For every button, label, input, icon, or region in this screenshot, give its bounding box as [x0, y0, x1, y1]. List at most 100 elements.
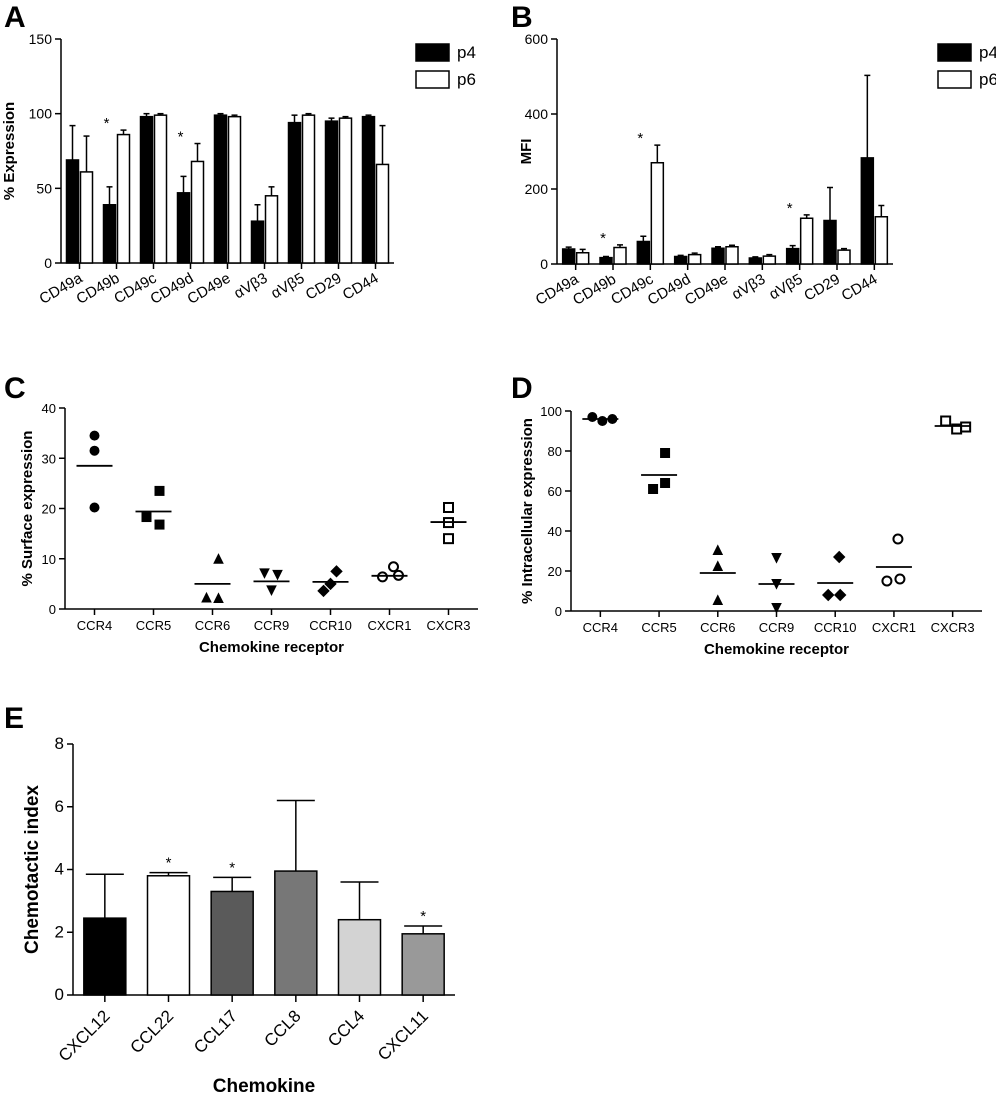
y-tick-label: 20	[548, 564, 562, 579]
bar-p4-cd49c	[636, 240, 651, 265]
x-tick-label-alphavbeta3: αVβ3	[729, 271, 768, 304]
point-ccr5-3	[154, 519, 165, 530]
x-tick-label-ccr9: CCR9	[254, 618, 289, 633]
bar-p6-cd49a	[575, 252, 590, 265]
chart-panel-b: 0200400600CD49aCD49b*CD49c*CD49dCD49eαVβ…	[518, 31, 996, 309]
bar-p4-alphavbeta3	[250, 220, 265, 264]
y-tick-label: 40	[42, 401, 56, 416]
legend-label-p6: p6	[457, 70, 476, 89]
bar-ccl8	[274, 870, 318, 996]
point-cxcr3-3	[960, 421, 972, 433]
y-tick-label: 20	[42, 502, 56, 517]
point-ccr6-2	[201, 591, 212, 603]
y-tick-label: 60	[548, 484, 562, 499]
legend-label-p4: p4	[979, 43, 996, 62]
y-tick-label: 50	[36, 180, 52, 196]
point-cxcr3-1	[443, 501, 454, 513]
y-tick-label: 30	[42, 451, 56, 466]
y-tick-label: 400	[525, 106, 549, 122]
bar-p6-cd44	[874, 216, 889, 265]
point-ccr9-1	[259, 568, 270, 579]
point-ccr10-2	[317, 584, 330, 598]
point-ccr5-1	[660, 448, 671, 458]
y-axis-title: % Surface expression	[19, 431, 36, 587]
y-axis-title: % Expression	[1, 102, 18, 200]
point-ccr5-1	[154, 485, 165, 496]
bar-p4-alphavbeta3	[748, 257, 763, 265]
x-tick-label-ccr6: CCR6	[700, 620, 735, 635]
x-axis-title: Chemokine	[213, 1076, 315, 1095]
bar-p6-cd49e	[725, 246, 739, 265]
x-tick-label-ccr6: CCR6	[195, 618, 230, 633]
y-tick-label: 6	[55, 797, 64, 816]
x-tick-label-cd49e: CD49e	[682, 271, 731, 309]
bar-p4-cd49d	[176, 192, 191, 264]
x-tick-label-cd49b: CD49b	[570, 271, 619, 309]
bar-p4-cd49e	[213, 114, 228, 264]
bar-p4-alphavbeta5	[785, 247, 800, 265]
bar-ccl22	[146, 875, 191, 996]
bar-p4-cd49e	[711, 247, 725, 265]
x-tick-label-cd29: CD29	[303, 270, 345, 304]
point-cxcr1-2	[377, 571, 388, 583]
point-ccr6-3	[712, 594, 724, 605]
panel-label-c: C	[4, 372, 26, 405]
legend-swatch-p6	[415, 70, 450, 89]
bar-p6-cd49b	[116, 133, 131, 264]
point-cxcr3-1	[940, 415, 952, 427]
point-cxcr1-1	[892, 533, 904, 545]
y-tick-label: 100	[540, 404, 562, 419]
x-tick-label-ccl22: CCL22	[126, 1006, 177, 1057]
bar-p6-alphavbeta3	[762, 255, 777, 265]
y-axis-title: % Intracellular expression	[519, 418, 536, 604]
point-ccr10-1	[330, 565, 343, 578]
legend-label-p6: p6	[979, 70, 996, 89]
y-tick-label: 100	[29, 106, 53, 122]
y-tick-label: 0	[55, 985, 64, 1004]
point-ccr4-2	[597, 416, 608, 426]
bar-p6-cd49e	[227, 115, 242, 264]
bar-p4-cd44	[860, 157, 875, 265]
y-tick-label: 0	[540, 256, 548, 272]
point-ccr9-3	[266, 585, 277, 597]
point-ccr9-1	[771, 553, 782, 564]
x-tick-label-ccr4: CCR4	[583, 620, 618, 635]
y-axis-title: MFI	[518, 139, 535, 165]
point-ccr5-2	[648, 484, 659, 494]
bar-cxcl11	[401, 933, 445, 996]
x-tick-label-ccr5: CCR5	[641, 620, 676, 635]
point-ccr4-3	[89, 502, 100, 513]
panel-label-b: B	[511, 1, 533, 34]
chart-panel-c: 0 10 20 30 40 CCR4 CCR5 CCR6 CCR9 CCR10 CXCR1 CXCR3…	[19, 401, 478, 656]
x-tick-label-cxcr1: CXCR1	[367, 618, 411, 633]
point-cxcr1-1	[388, 561, 399, 573]
legend-label-p4: p4	[457, 43, 476, 62]
y-axis-title: Chemotactic index	[22, 785, 43, 954]
x-tick-label-ccr10: CCR10	[309, 618, 352, 633]
y-tick-label: 10	[42, 552, 56, 567]
x-tick-label-ccl4: CCL4	[324, 1006, 368, 1050]
x-tick-label-cxcl12: CXCL12	[55, 1006, 114, 1065]
point-ccr6-2	[712, 560, 724, 571]
point-ccr6-1	[712, 544, 724, 555]
y-tick-label: 0	[44, 255, 52, 271]
point-ccr5-3	[660, 478, 671, 488]
x-tick-label-alphavbeta5: αVβ5	[766, 271, 805, 304]
bar-p4-cd44	[361, 115, 376, 264]
bar-p6-cd44	[375, 163, 390, 264]
y-tick-label: 0	[555, 604, 562, 619]
significance-star-cd49b: *	[104, 115, 110, 132]
y-tick-label: 0	[49, 602, 56, 617]
bar-p4-cd29	[324, 120, 339, 264]
bar-p4-cd49c	[139, 115, 154, 264]
bar-p4-alphavbeta5	[287, 121, 302, 264]
bar-p6-cd29	[837, 249, 851, 265]
x-tick-label-cd44: CD44	[839, 271, 881, 305]
point-cxcr1-3	[894, 573, 906, 585]
y-tick-label: 150	[29, 31, 53, 47]
bar-p6-cd49c	[650, 162, 665, 265]
panel-label-e: E	[4, 702, 24, 735]
significance-star-cd49b: *	[600, 230, 606, 247]
bar-cxcl12	[83, 917, 127, 996]
point-ccr4-1	[89, 430, 100, 441]
